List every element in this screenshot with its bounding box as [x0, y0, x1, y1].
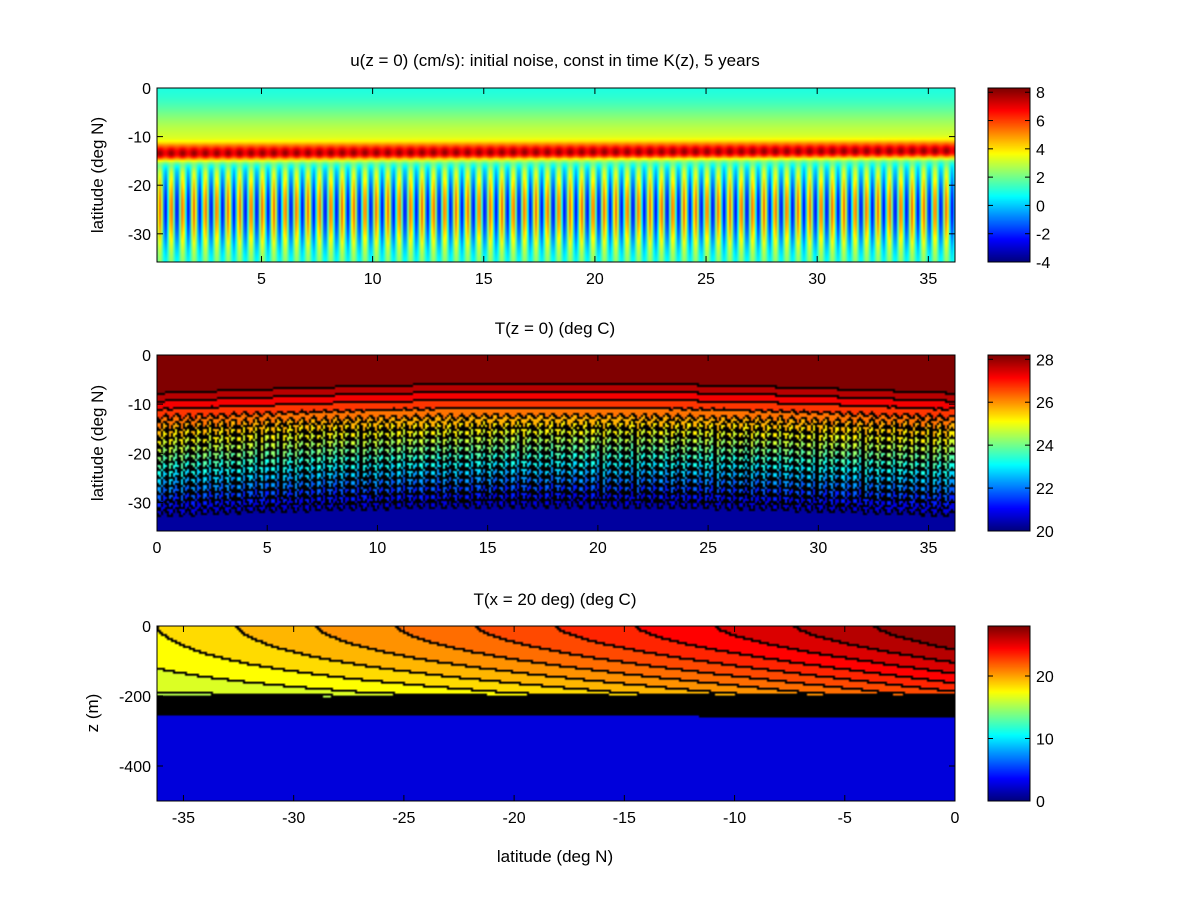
panel2-ylabel: latitude (deg N)	[88, 385, 107, 501]
colorbar1-tick-label: 6	[1036, 114, 1045, 131]
panel3-axes-box	[156, 625, 956, 802]
colorbar2	[988, 355, 1030, 531]
panel3-xtick-label: -25	[392, 810, 415, 827]
colorbar1-tick-label: 2	[1036, 170, 1045, 187]
panel3-xtick-label: -10	[723, 810, 746, 827]
panel3-ytick-label: -400	[119, 759, 151, 776]
colorbar1-box	[987, 87, 1031, 263]
panel1-axes-box	[156, 87, 956, 263]
panel3-title: T(x = 20 deg) (deg C)	[474, 590, 637, 609]
panel2-xtick-label: 5	[263, 540, 272, 557]
colorbar1-tick-label: 8	[1036, 85, 1045, 102]
panel2-xtick-label: 35	[920, 540, 938, 557]
panel1-ytick-label: -10	[128, 130, 151, 147]
panel3-xtick-label: -30	[282, 810, 305, 827]
panel1-ytick-label: -20	[128, 178, 151, 195]
panel2-ytick-label: -20	[128, 446, 151, 463]
panel3-ytick-label: 0	[142, 619, 151, 636]
panel2-xtick-label: 20	[589, 540, 607, 557]
panel2-axes-box	[156, 354, 956, 532]
panel-u-surface: u(z = 0) (cm/s): initial noise, const in…	[88, 51, 1050, 288]
panel1-ticks: 5 10 15 20 25 30 35 0 -10 -20 -30	[128, 81, 955, 288]
panel3-xtick-label: 0	[951, 810, 960, 827]
colorbar2-tick-label: 28	[1036, 352, 1054, 369]
colorbar2-box	[987, 354, 1031, 532]
colorbar3-tick-label: 0	[1036, 794, 1045, 811]
colorbar1-tick-label: 4	[1036, 142, 1045, 159]
panel2-ytick-label: -30	[128, 495, 151, 512]
panel2-ytick-label: 0	[142, 348, 151, 365]
colorbar3	[988, 626, 1030, 801]
panel-t-section: T(x = 20 deg) (deg C) -35 -30 -25 -20 -15 -10…	[83, 590, 1054, 866]
panel2-title: T(z = 0) (deg C)	[495, 319, 615, 338]
panel3-xtick-label: -15	[613, 810, 636, 827]
colorbar1-tick-label: 0	[1036, 198, 1045, 215]
panel1-xtick-label: 5	[257, 271, 266, 288]
panel3-ticks: -35 -30 -25 -20 -15 -10 -5 0 0 -200 -400	[119, 619, 960, 827]
panel3-xtick-label: -35	[172, 810, 195, 827]
panel3-ylabel: z (m)	[83, 694, 102, 733]
colorbar1-tick-label: -4	[1036, 255, 1050, 272]
panel1-ylabel: latitude (deg N)	[88, 117, 107, 233]
colorbar1-ticks: 8 6 4 2 0 -2 -4	[988, 85, 1050, 272]
panel1-ytick-label: 0	[142, 81, 151, 98]
panel1-xtick-label: 20	[586, 271, 604, 288]
colorbar3-box	[987, 625, 1031, 802]
colorbar3-tick-label: 20	[1036, 669, 1054, 686]
panel2-ytick-label: -10	[128, 397, 151, 414]
panel2-xtick-label: 0	[153, 540, 162, 557]
panel1-xtick-label: 35	[919, 271, 937, 288]
panel3-heatmap	[157, 626, 955, 801]
colorbar1	[988, 88, 1030, 262]
panel3-ytick-label: -200	[119, 689, 151, 706]
panel2-heatmap	[157, 355, 955, 531]
panel1-ytick-label: -30	[128, 227, 151, 244]
colorbar3-tick-label: 10	[1036, 732, 1054, 749]
panel2-ticks: 0 5 10 15 20 25 30 35 0 -10 -20 -30	[128, 348, 955, 557]
panel2-xtick-label: 25	[699, 540, 717, 557]
colorbar2-tick-label: 22	[1036, 481, 1054, 498]
panel2-xtick-label: 10	[369, 540, 387, 557]
panel2-xtick-label: 15	[479, 540, 497, 557]
colorbar2-tick-label: 24	[1036, 438, 1054, 455]
colorbar2-ticks: 28 26 24 22 20	[988, 352, 1054, 541]
panel3-xtick-label: -20	[503, 810, 526, 827]
colorbar2-tick-label: 20	[1036, 524, 1054, 541]
colorbar1-tick-label: -2	[1036, 227, 1050, 244]
panel3-xlabel: latitude (deg N)	[497, 847, 613, 866]
panel1-xtick-label: 10	[364, 271, 382, 288]
colorbar3-ticks: 20 10 0	[988, 669, 1054, 811]
panel3-xtick-label: -5	[838, 810, 852, 827]
panel1-xtick-label: 15	[475, 271, 493, 288]
colorbar2-tick-label: 26	[1036, 395, 1054, 412]
panel-t-surface: T(z = 0) (deg C) 0 5 10 15 20 25 30 35 0 -10 -20 -3…	[88, 319, 1054, 557]
panel2-xtick-label: 30	[809, 540, 827, 557]
panel1-heatmap	[157, 88, 955, 262]
panel1-title: u(z = 0) (cm/s): initial noise, const in…	[350, 51, 760, 70]
panel1-xtick-label: 25	[697, 271, 715, 288]
panel1-xtick-label: 30	[808, 271, 826, 288]
